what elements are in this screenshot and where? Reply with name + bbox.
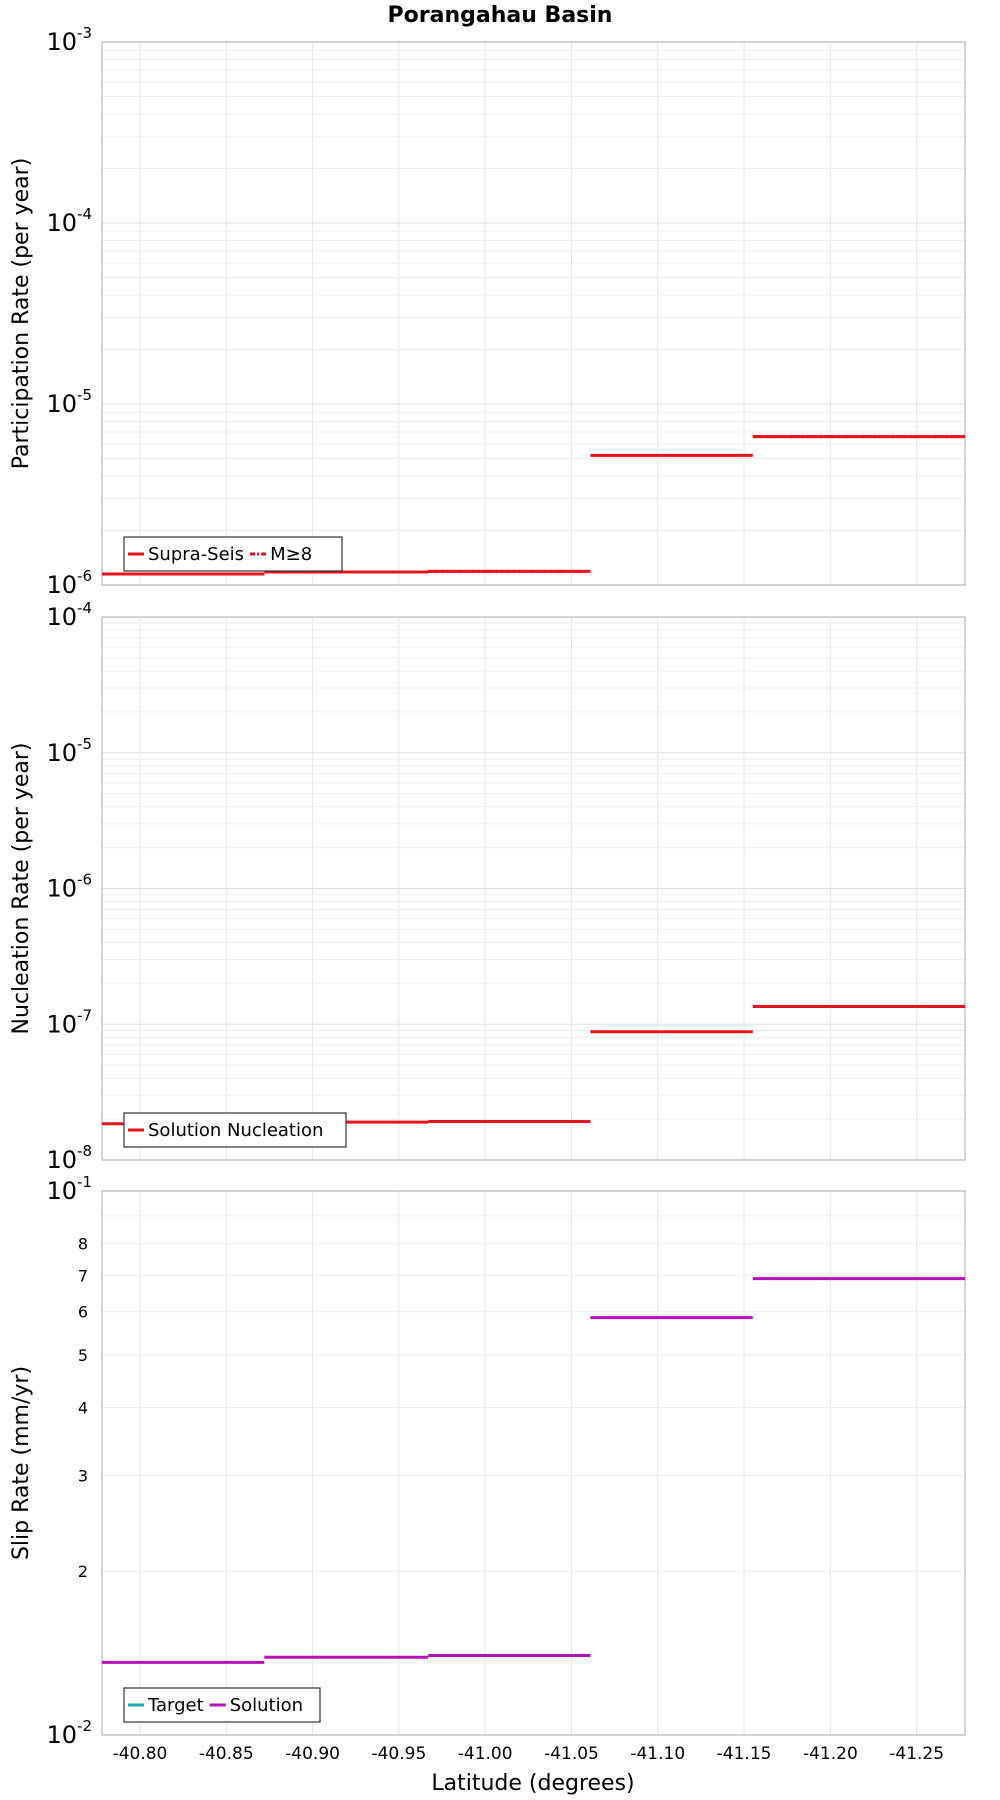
y-minor-tick-label: 2	[78, 1562, 88, 1581]
x-tick-label: -40.80	[113, 1744, 168, 1764]
plot-frame	[101, 616, 966, 1161]
y-minor-tick-label: 8	[78, 1235, 88, 1254]
x-tick-label: -41.10	[630, 1744, 685, 1764]
y-tick-label: 10-6	[46, 871, 92, 903]
x-tick-label: -41.20	[803, 1744, 858, 1764]
plot-frame	[101, 41, 966, 586]
x-tick-label: -40.95	[371, 1744, 426, 1764]
y-minor-tick-label: 5	[78, 1346, 88, 1365]
y-tick-label: 10-6	[46, 567, 92, 599]
y-tick-label: 10-3	[46, 24, 92, 56]
x-tick-label: -41.15	[717, 1744, 772, 1764]
chart-title: Porangahau Basin	[388, 3, 613, 28]
y-tick-label: 10-7	[46, 1006, 92, 1038]
legend-label: Solution Nucleation	[148, 1120, 323, 1141]
y-tick-label: 10-8	[46, 1142, 92, 1174]
y-axis-label: Nucleation Rate (per year)	[9, 743, 34, 1035]
y-tick-label: 10-2	[46, 1717, 92, 1749]
x-tick-label: -40.85	[199, 1744, 254, 1764]
x-tick-label: -41.05	[544, 1744, 599, 1764]
nucleation-rate-panel: 10-8 10-7 10-6 10-5 10-4 Nucleation Rate (per…	[9, 599, 966, 1174]
plot-area	[102, 1191, 965, 1735]
legend-label: Solution	[230, 1695, 303, 1716]
plot-area	[102, 42, 965, 585]
slip-rate-panel: 10-2 10-1 2 3 4 5 6 7 8 -40.80 -40.85 -40.90 -40.95 -…	[9, 1173, 966, 1764]
legend-label: Supra-Seis	[148, 544, 244, 565]
y-minor-tick-label: 7	[78, 1266, 88, 1285]
y-axis-label: Slip Rate (mm/yr)	[9, 1366, 34, 1560]
participation-rate-panel: 10-6 10-5 10-4 10-3 Participation Rate (per …	[9, 24, 966, 599]
y-minor-tick-label: 4	[78, 1398, 88, 1417]
y-axis-label: Participation Rate (per year)	[9, 158, 34, 470]
y-tick-label: 10-4	[46, 205, 92, 237]
y-minor-tick-label: 6	[78, 1303, 88, 1322]
y-minor-tick-label: 3	[78, 1466, 88, 1485]
plot-frame	[101, 1190, 966, 1736]
legend-label: M≥8	[270, 544, 312, 565]
legend-box	[123, 1112, 347, 1148]
y-tick-label: 10-5	[46, 735, 92, 767]
legend-box	[123, 536, 343, 572]
x-axis-label: Latitude (degrees)	[431, 1771, 634, 1796]
y-tick-label: 10-1	[46, 1173, 92, 1205]
x-tick-label: -40.90	[285, 1744, 340, 1764]
x-tick-label: -41.25	[889, 1744, 944, 1764]
y-tick-label: 10-5	[46, 386, 92, 418]
x-tick-label: -41.00	[458, 1744, 513, 1764]
legend-label: Target	[147, 1695, 204, 1716]
y-tick-label: 10-4	[46, 599, 92, 631]
